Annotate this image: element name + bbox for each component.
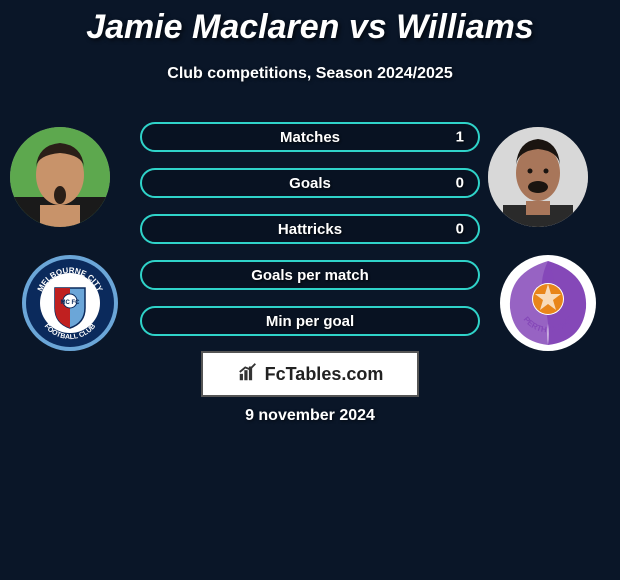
brand-text: FcTables.com — [265, 364, 384, 385]
svg-text:MC FC: MC FC — [61, 300, 81, 306]
stat-row-min-per-goal: Min per goal — [140, 306, 480, 336]
club1-badge: MELBOURNE CITY FOOTBALL CLUB MC FC — [20, 253, 120, 353]
stat-right: 0 — [456, 175, 464, 192]
stat-label: Goals per match — [251, 267, 369, 284]
stat-row-goals-per-match: Goals per match — [140, 260, 480, 290]
stat-row-matches: Matches 1 — [140, 122, 480, 152]
stat-label: Matches — [280, 129, 340, 146]
stat-row-hattricks: Hattricks 0 — [140, 214, 480, 244]
stat-label: Hattricks — [278, 221, 342, 238]
stat-label: Goals — [289, 175, 331, 192]
club2-badge: PERTH GLORY — [498, 253, 598, 353]
stat-right: 1 — [456, 129, 464, 146]
chart-icon — [237, 361, 259, 388]
stat-label: Min per goal — [266, 313, 354, 330]
date-line: 9 november 2024 — [0, 407, 620, 425]
brand-box: FcTables.com — [201, 351, 419, 397]
player1-photo — [10, 127, 110, 227]
page-title: Jamie Maclaren vs Williams — [0, 0, 620, 47]
stat-rows: Matches 1 Goals 0 Hattricks 0 Goals per … — [140, 122, 480, 352]
stat-row-goals: Goals 0 — [140, 168, 480, 198]
player2-photo — [488, 127, 588, 227]
stat-right: 0 — [456, 221, 464, 238]
subtitle: Club competitions, Season 2024/2025 — [0, 65, 620, 83]
